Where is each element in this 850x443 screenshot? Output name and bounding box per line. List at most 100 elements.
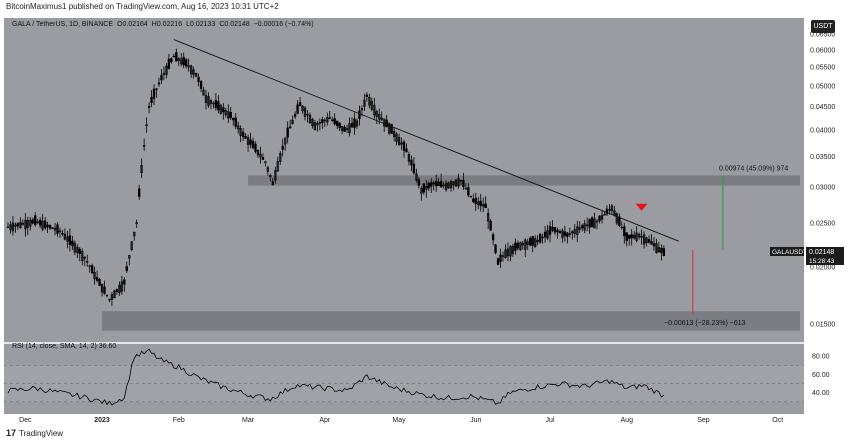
candle-body [214,100,218,109]
candle-body [340,126,344,131]
candle-body [14,224,17,227]
candle-body [556,230,559,233]
candle-body [566,232,569,237]
candle-body [160,74,163,81]
candle-body [598,215,601,222]
candle-body [46,224,49,228]
candle-body [605,208,609,215]
candle-body [590,217,594,227]
candle-body [392,131,396,137]
price-tick-label: 0.04000 [810,128,835,135]
chart-area[interactable]: 0.00974 (45.09%) 974 −0.00613 (−28.23%) −… [4,14,850,424]
candle-body [420,188,423,194]
rsi-tick-label: 80.00 [812,354,830,361]
candle-body [459,180,463,182]
candle-body [113,290,116,299]
candle-body [100,283,104,293]
candle-body [477,201,480,205]
time-tick-label: Feb [173,417,185,424]
candle-body [237,125,240,130]
candle-body [407,153,411,162]
candle-body [568,233,571,235]
candle-body [489,220,492,231]
candle-body [618,216,621,226]
tradingview-brand: TradingView [19,428,64,438]
candle-body [162,72,166,75]
price-tick-label: 0.05000 [810,83,835,90]
candle-body [336,120,339,126]
tradingview-mark-icon: 17 [6,428,17,438]
candle-body [180,58,183,65]
price-tick-label: 0.06500 [810,32,835,39]
candle-body [222,107,225,113]
candle-body [43,220,47,229]
candle-body [660,247,663,253]
candle-body [274,170,277,181]
candle-body [378,113,381,120]
rsi-tick-label: 40.00 [812,390,830,397]
candle-body [147,105,151,109]
candle-body [637,233,641,238]
candle-body [543,231,547,238]
candle-body [244,135,247,139]
candle-body [462,179,465,188]
tradingview-logo[interactable]: 17 TradingView [6,428,63,438]
candle-body [286,127,289,138]
candle-body [172,55,175,58]
candle-body [534,238,537,248]
candle-body [496,258,500,265]
candle-body [311,118,314,127]
candle-body [229,112,232,119]
candle-body [573,229,576,234]
candle-body [115,288,119,292]
chart-svg[interactable]: 0.00974 (45.09%) 974 −0.00613 (−28.23%) −… [4,14,850,424]
candle-body [16,222,20,227]
candle-body [9,224,12,230]
candle-body [630,234,633,239]
candle-body [623,226,626,237]
candle-body [88,265,91,267]
time-tick-label: Jul [546,417,555,424]
candle-body [249,139,252,145]
support-resistance-zone [102,311,801,331]
candle-body [635,232,638,241]
candle-body [150,96,153,104]
candle-body [291,119,294,125]
candle-body [650,241,653,245]
candle-body [642,234,646,245]
candle-body [615,213,619,224]
candle-body [81,250,84,261]
candle-body [241,131,245,138]
candle-body [123,279,126,285]
time-tick-label: Dec [19,417,32,424]
candle-body [506,248,510,257]
candle-body [452,181,455,186]
candle-body [303,107,307,117]
candle-body [323,119,326,122]
candle-body [360,108,364,111]
candle-body [90,265,94,274]
candle-body [397,136,401,146]
candle-body [251,140,255,149]
candle-body [288,126,292,129]
candle-body [633,234,636,239]
candle-body [467,187,470,196]
quote-currency-badge[interactable]: USDT [811,20,835,33]
candle-body [486,213,490,222]
candle-body [501,255,505,257]
candle-body [350,122,354,128]
publisher-text: BitcoinMaximus1 published on TradingView… [6,2,279,11]
candle-body [185,59,188,67]
candle-body [95,277,99,281]
candle-body [447,182,450,189]
candle-body [331,119,334,122]
candle-body [358,110,361,119]
candle-body [142,145,146,147]
time-tick-label: Sep [697,417,710,424]
candle-body [202,89,205,96]
candle-body [261,157,265,160]
candle-body [187,65,190,68]
candle-body [326,117,329,123]
candle-body [593,218,596,229]
